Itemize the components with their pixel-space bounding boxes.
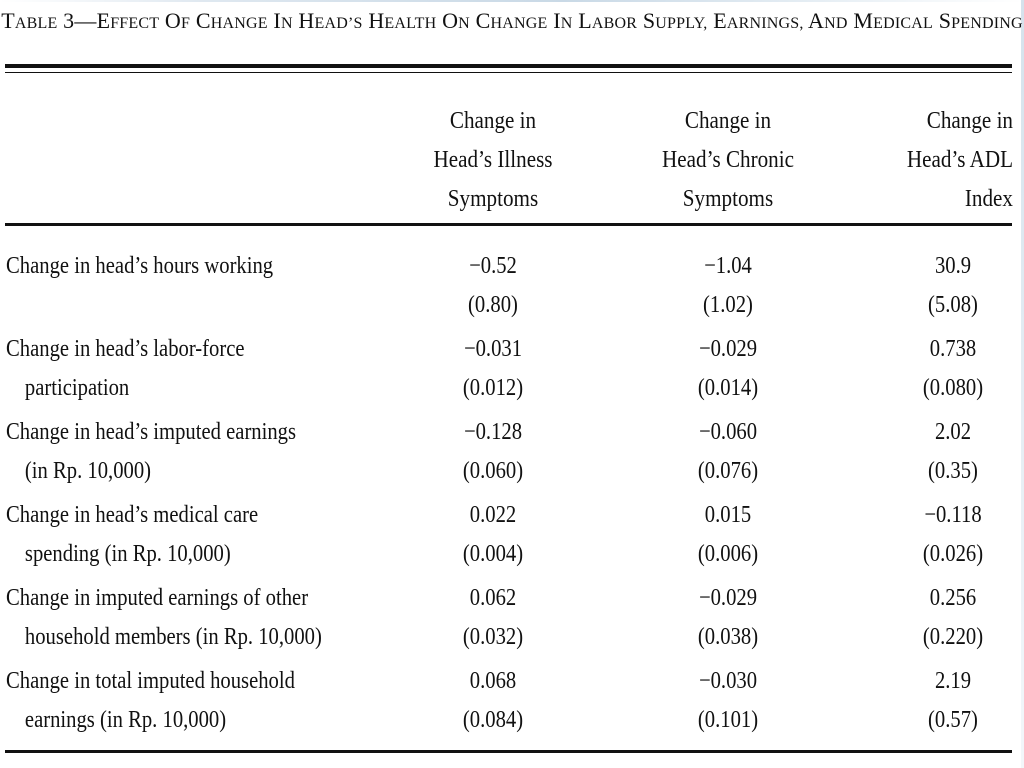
coefficient: 0.256 [929, 585, 977, 611]
standard-error: (0.080) [922, 375, 984, 401]
standard-error: (0.57) [928, 707, 978, 733]
row-label-line: earnings (in Rp. 10,000) [24, 707, 227, 733]
row-label-line: Change in total imputed household [6, 668, 295, 694]
row-label-line: Change in imputed earnings of other [6, 585, 309, 611]
table-row: Change in imputed earnings of other hous… [0, 579, 1024, 662]
row-label-line: spending (in Rp. 10,000) [24, 541, 231, 567]
standard-error: (0.35) [928, 458, 978, 484]
standard-error: (0.076) [697, 458, 759, 484]
row-label-line: household members (in Rp. 10,000) [24, 624, 322, 650]
column-header-illness: Change in Head’s Illness Symptoms [423, 102, 564, 219]
table-row: Change in head’s labor-force participati… [0, 330, 1024, 413]
standard-error: (0.220) [922, 624, 984, 650]
standard-error: (0.101) [697, 707, 759, 733]
coefficient: 0.062 [469, 585, 517, 611]
standard-error: (0.032) [462, 624, 524, 650]
table-row: Change in head’s hours working −0.52 (0.… [0, 247, 1024, 330]
coefficient: −0.52 [469, 253, 517, 279]
row-label: Change in head’s medical care spending (… [6, 496, 333, 574]
table-row: Change in total imputed household earnin… [0, 662, 1024, 745]
cell-chronic: −0.029 (0.014) [676, 330, 779, 408]
coefficient: 0.068 [469, 668, 517, 694]
cell-illness: −0.031 (0.012) [441, 330, 544, 408]
cell-chronic: −0.030 (0.101) [676, 662, 779, 740]
standard-error: (5.08) [928, 292, 978, 318]
column-header-line: Symptoms [682, 186, 774, 212]
cell-adl: 0.256 (0.220) [901, 579, 1004, 657]
cell-illness: 0.068 (0.084) [441, 662, 544, 740]
coefficient: −0.029 [698, 585, 758, 611]
column-header-line: Head’s Chronic [662, 147, 794, 173]
table-body: Change in head’s hours working −0.52 (0.… [0, 247, 1024, 745]
standard-error: (0.038) [697, 624, 759, 650]
coefficient: 2.02 [934, 419, 972, 445]
coefficient: −0.118 [924, 502, 982, 528]
cell-illness: 0.022 (0.004) [441, 496, 544, 574]
column-header-adl: Change in Head’s ADL Index [890, 102, 1013, 219]
coefficient: −0.031 [463, 336, 523, 362]
column-header-chronic: Change in Head’s Chronic Symptoms [658, 102, 799, 219]
top-accent-bar [0, 0, 1024, 2]
cell-adl: 30.9 (5.08) [901, 247, 1004, 325]
row-label: Change in head’s labor-force participati… [6, 330, 333, 408]
standard-error: (0.012) [462, 375, 524, 401]
bottom-rule [5, 750, 1012, 753]
standard-error: (0.80) [468, 292, 518, 318]
row-label-line: Change in head’s imputed earnings [6, 419, 297, 445]
column-header-line: Change in [926, 108, 1013, 134]
standard-error: (1.02) [703, 292, 753, 318]
column-header-line: Change in [449, 108, 537, 134]
column-header-line: Change in [684, 108, 772, 134]
cell-chronic: −1.04 (1.02) [676, 247, 779, 325]
standard-error: (0.026) [922, 541, 984, 567]
standard-error: (0.084) [462, 707, 524, 733]
table-title: TABLE 3—EFFECT OF CHANGE IN HEAD’S HEALT… [0, 8, 1024, 34]
top-thin-rule [5, 72, 1012, 73]
row-label-line: Change in head’s labor-force [6, 336, 245, 362]
cell-chronic: −0.029 (0.038) [676, 579, 779, 657]
cell-adl: 2.19 (0.57) [901, 662, 1004, 740]
table-row: Change in head’s imputed earnings (in Rp… [0, 413, 1024, 496]
standard-error: (0.004) [462, 541, 524, 567]
row-label-line: (in Rp. 10,000) [24, 458, 152, 484]
coefficient: 2.19 [934, 668, 972, 694]
row-label: Change in head’s hours working [6, 247, 333, 286]
coefficient: 0.022 [469, 502, 517, 528]
coefficient: −1.04 [704, 253, 752, 279]
column-header-line: Head’s Illness [433, 147, 553, 173]
top-thick-rule [5, 64, 1012, 68]
coefficient: −0.030 [698, 668, 758, 694]
table-title-text: TABLE 3—EFFECT OF CHANGE IN HEAD’S HEALT… [1, 8, 1023, 33]
header-rule [5, 223, 1012, 226]
row-label: Change in total imputed household earnin… [6, 662, 333, 740]
coefficient: −0.128 [463, 419, 523, 445]
coefficient: 30.9 [934, 253, 972, 279]
standard-error: (0.006) [697, 541, 759, 567]
row-label: Change in head’s imputed earnings (in Rp… [6, 413, 333, 491]
table-row: Change in head’s medical care spending (… [0, 496, 1024, 579]
cell-chronic: 0.015 (0.006) [676, 496, 779, 574]
standard-error: (0.060) [462, 458, 524, 484]
cell-adl: 0.738 (0.080) [901, 330, 1004, 408]
column-header-line: Index [964, 186, 1013, 212]
row-label-line: Change in head’s medical care [6, 502, 259, 528]
coefficient: 0.738 [929, 336, 977, 362]
cell-illness: 0.062 (0.032) [441, 579, 544, 657]
coefficient: 0.015 [704, 502, 752, 528]
row-label-line: Change in head’s hours working [6, 253, 274, 279]
row-label-line: participation [24, 375, 130, 401]
coefficient: −0.029 [698, 336, 758, 362]
column-header-line: Symptoms [447, 186, 539, 212]
cell-illness: −0.52 (0.80) [441, 247, 544, 325]
cell-adl: 2.02 (0.35) [901, 413, 1004, 491]
standard-error: (0.014) [697, 375, 759, 401]
cell-illness: −0.128 (0.060) [441, 413, 544, 491]
column-header-line: Head’s ADL [906, 147, 1013, 173]
row-label: Change in imputed earnings of other hous… [6, 579, 333, 657]
coefficient: −0.060 [698, 419, 758, 445]
right-edge-bar [1021, 0, 1024, 768]
cell-adl: −0.118 (0.026) [901, 496, 1004, 574]
cell-chronic: −0.060 (0.076) [676, 413, 779, 491]
